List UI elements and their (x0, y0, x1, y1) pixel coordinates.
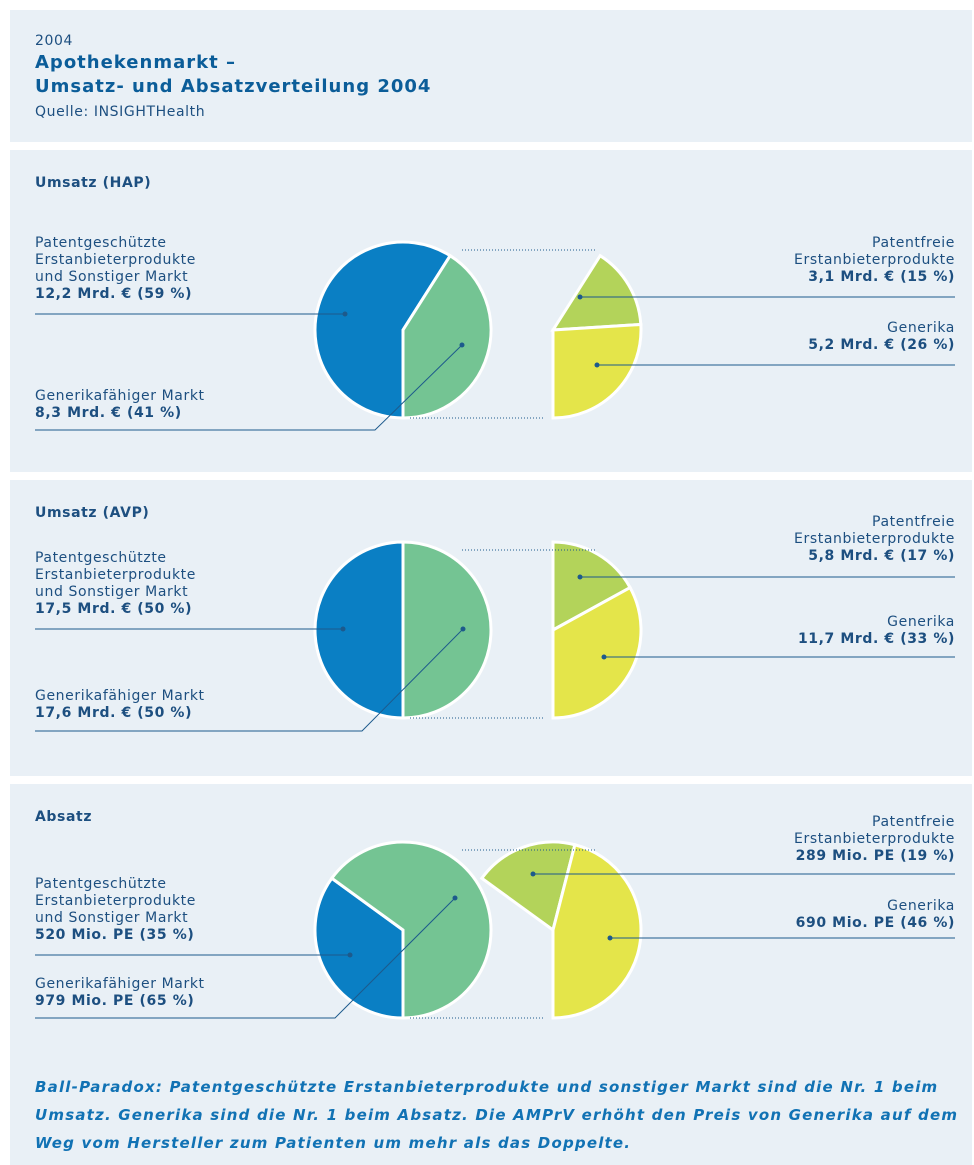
slice-label: Patentgeschützte (35, 550, 167, 566)
pie-slice (313, 876, 405, 1020)
value-label: 690 Mio. PE (46 %) (796, 915, 955, 931)
detail-slice (551, 322, 643, 420)
detail-slice (550, 253, 643, 332)
leader-dot (577, 574, 583, 580)
leader-dot (530, 871, 536, 877)
leader-line (35, 897, 456, 1019)
panel (10, 784, 972, 1165)
title: Apothekenmarkt – (35, 52, 236, 73)
pie-slice (313, 240, 453, 420)
detail-slice (551, 585, 643, 720)
value-label: 8,3 Mrd. € (41 %) (35, 405, 182, 421)
slice-label: Erstanbieterprodukte (35, 252, 196, 268)
value-label: 520 Mio. PE (35 %) (35, 927, 194, 943)
leader-dot (347, 952, 353, 958)
leader-dot (340, 626, 346, 632)
leader-dot (342, 311, 348, 317)
detail-slice (479, 840, 577, 933)
value-label: 5,2 Mrd. € (26 %) (808, 337, 955, 353)
value-label: 5,8 Mrd. € (17 %) (808, 548, 955, 564)
year: 2004 (35, 33, 73, 49)
leader-dot (452, 895, 458, 901)
pie-slice (401, 253, 493, 420)
slice-label: Patentgeschützte (35, 235, 167, 251)
footnote: Umsatz. Generika sind die Nr. 1 beim Abs… (35, 1106, 958, 1124)
detail-label: Generika (887, 614, 955, 630)
detail-label: Generika (887, 898, 955, 914)
slice-label: Generikafähiger Markt (35, 388, 205, 404)
leader-dot (594, 362, 600, 368)
chart-title: Umsatz (HAP) (35, 175, 151, 191)
value-label: 17,6 Mrd. € (50 %) (35, 705, 192, 721)
leader-dot (601, 654, 607, 660)
slice-label: und Sonstiger Markt (35, 269, 188, 285)
panel (10, 150, 972, 472)
detail-label: Erstanbieterprodukte (794, 831, 955, 847)
detail-slice (551, 842, 643, 1020)
leader-dot (607, 935, 613, 941)
footnote: Ball-Paradox: Patentgeschützte Erstanbie… (35, 1078, 938, 1096)
detail-label: Generika (887, 320, 955, 336)
slice-label: Generikafähiger Markt (35, 688, 205, 704)
pie-slice (329, 840, 493, 1020)
value-label: 979 Mio. PE (65 %) (35, 993, 194, 1009)
leader-dot (460, 626, 466, 632)
detail-label: Erstanbieterprodukte (794, 531, 955, 547)
source: Quelle: INSIGHTHealth (35, 104, 205, 120)
value-label: 17,5 Mrd. € (50 %) (35, 601, 192, 617)
pie-slice (401, 540, 493, 720)
slice-label: Erstanbieterprodukte (35, 893, 196, 909)
value-label: 12,2 Mrd. € (59 %) (35, 286, 192, 302)
leader-dot (459, 342, 465, 348)
leader-line (35, 628, 464, 732)
slice-label: Generikafähiger Markt (35, 976, 205, 992)
title: Umsatz- und Absatzverteilung 2004 (35, 76, 431, 97)
detail-label: Patentfreie (872, 235, 955, 251)
chart-title: Umsatz (AVP) (35, 505, 149, 521)
detail-label: Erstanbieterprodukte (794, 252, 955, 268)
pie-slice (313, 540, 405, 720)
leader-line (35, 344, 463, 431)
leader-dot (577, 294, 583, 300)
value-label: 11,7 Mrd. € (33 %) (798, 631, 955, 647)
detail-label: Patentfreie (872, 814, 955, 830)
detail-slice (551, 540, 633, 633)
slice-label: und Sonstiger Markt (35, 584, 188, 600)
slice-label: Patentgeschützte (35, 876, 167, 892)
value-label: 3,1 Mrd. € (15 %) (808, 269, 955, 285)
slice-label: und Sonstiger Markt (35, 910, 188, 926)
detail-label: Patentfreie (872, 514, 955, 530)
chart-title: Absatz (35, 809, 92, 825)
slice-label: Erstanbieterprodukte (35, 567, 196, 583)
footnote: Weg vom Hersteller zum Patienten um mehr… (35, 1134, 631, 1152)
header-panel (10, 10, 972, 142)
value-label: 289 Mio. PE (19 %) (796, 848, 955, 864)
